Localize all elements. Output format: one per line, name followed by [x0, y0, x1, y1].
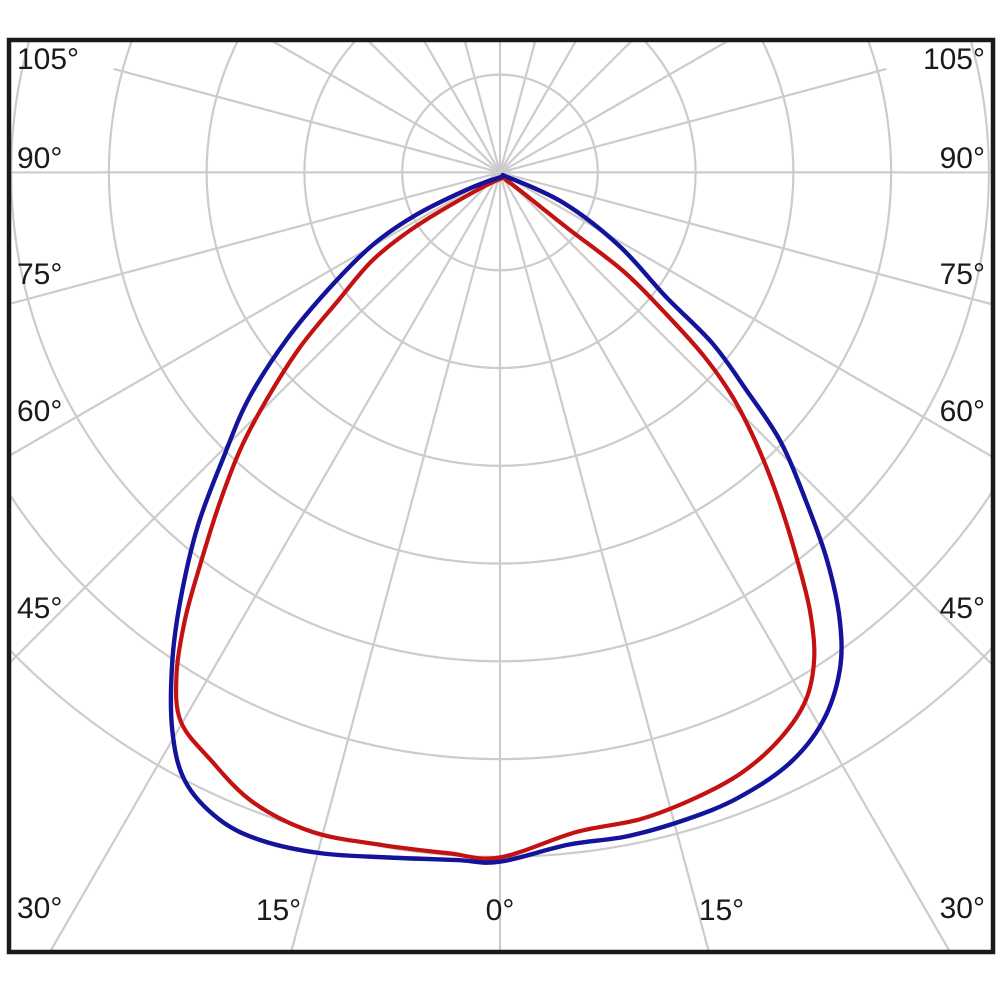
svg-text:0°: 0°	[486, 894, 515, 927]
svg-text:30°: 30°	[17, 892, 62, 925]
svg-text:75°: 75°	[17, 258, 62, 291]
svg-text:75°: 75°	[940, 258, 985, 291]
svg-text:105°: 105°	[923, 43, 985, 76]
svg-text:105°: 105°	[17, 43, 79, 76]
svg-text:15°: 15°	[256, 894, 301, 927]
svg-text:15°: 15°	[699, 894, 744, 927]
svg-text:45°: 45°	[940, 592, 985, 625]
svg-text:45°: 45°	[17, 592, 62, 625]
svg-text:60°: 60°	[17, 395, 62, 428]
svg-text:90°: 90°	[17, 142, 62, 175]
svg-text:60°: 60°	[940, 395, 985, 428]
svg-text:30°: 30°	[940, 892, 985, 925]
svg-text:90°: 90°	[940, 142, 985, 175]
